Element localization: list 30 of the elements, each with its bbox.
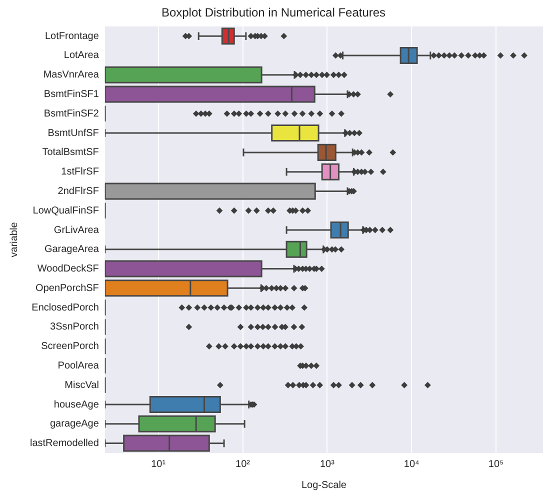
y-tick-label: WoodDeckSF bbox=[37, 264, 99, 275]
y-tick-label: LotFrontage bbox=[44, 30, 100, 42]
y-tick-label: BsmtFinSF1 bbox=[44, 89, 100, 100]
x-axis-title: Log-Scale bbox=[301, 480, 347, 491]
y-tick-label: 1stFlrSF bbox=[61, 166, 99, 178]
y-tick-label: BsmtFinSF2 bbox=[44, 108, 100, 120]
y-tick-label: OpenPorchSF bbox=[36, 282, 99, 294]
y-tick-label: GarageArea bbox=[44, 244, 100, 256]
y-tick-label: GrLivArea bbox=[54, 224, 100, 236]
y-tick-label: LotArea bbox=[64, 50, 100, 62]
chart-title: Boxplot Distribution in Numerical Features bbox=[161, 6, 386, 20]
y-tick-label: BsmtUnfSF bbox=[48, 128, 99, 139]
x-tick-label: 10⁴ bbox=[404, 458, 420, 470]
y-tick-label: MiscVal bbox=[64, 380, 99, 391]
y-tick-label: lastRemodelled bbox=[30, 438, 99, 450]
x-tick-label: 10² bbox=[236, 458, 251, 470]
y-tick-label: 3SsnPorch bbox=[50, 322, 99, 333]
y-tick-label: PoolArea bbox=[58, 360, 100, 372]
y-tick-label: LowQualFinSF bbox=[32, 205, 99, 216]
y-tick-label: EnclosedPorch bbox=[32, 302, 99, 314]
x-tick-label: 10³ bbox=[320, 458, 336, 470]
y-axis-title: variable bbox=[8, 222, 20, 258]
y-tick-label: houseAge bbox=[54, 399, 100, 410]
y-tick-label: ScreenPorch bbox=[41, 341, 99, 352]
y-tick-label: garageAge bbox=[50, 418, 100, 430]
y-tick-label: MasVnrArea bbox=[43, 70, 100, 81]
y-tick-label: 2ndFlrSF bbox=[58, 186, 99, 197]
y-tick-label: TotalBsmtSF bbox=[42, 147, 99, 158]
x-tick-label: 10¹ bbox=[151, 458, 166, 470]
x-tick-label: 10⁵ bbox=[488, 458, 504, 470]
